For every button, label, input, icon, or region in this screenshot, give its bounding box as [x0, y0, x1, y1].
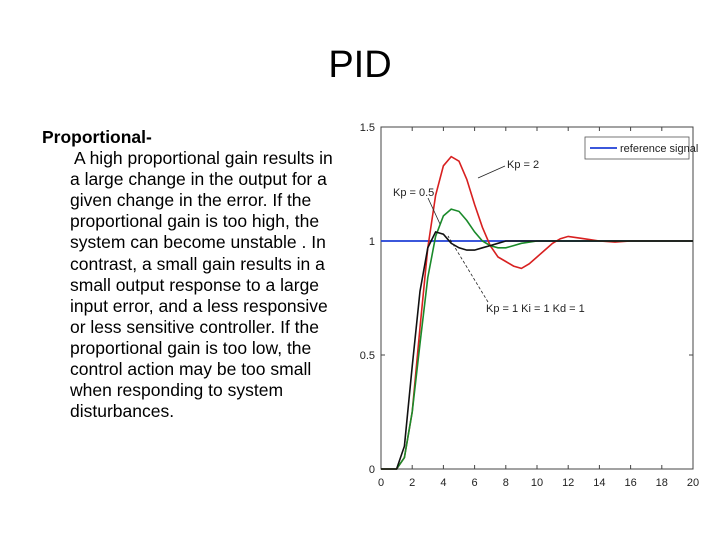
x-tick-label: 20	[687, 477, 699, 489]
annotation-kp05: Kp = 0.5	[393, 187, 434, 199]
x-tick-label: 14	[593, 477, 605, 489]
pid-response-line	[381, 230, 693, 470]
slide-title: PID	[328, 44, 392, 86]
x-tick-label: 10	[531, 477, 543, 489]
annotation-kp2-leader	[477, 165, 506, 179]
y-tick-label: 1.5	[360, 122, 375, 134]
kp2-response-line	[381, 155, 693, 470]
x-tick-label: 4	[440, 477, 446, 489]
x-tick-label: 18	[656, 477, 668, 489]
x-tick-label: 6	[472, 477, 478, 489]
x-tick-label: 16	[624, 477, 636, 489]
annotation-kp2: Kp = 2	[507, 159, 539, 171]
legend-label: reference signal	[620, 143, 698, 155]
annotation-kp05-leader	[427, 197, 441, 225]
text-block: Proportional- A high proportional gain r…	[42, 127, 342, 422]
x-tick-label: 0	[378, 477, 384, 489]
x-tick-label: 8	[503, 477, 509, 489]
x-tick-label: 12	[562, 477, 574, 489]
annotation-pid: Kp = 1 Ki = 1 Kd = 1	[486, 303, 585, 315]
y-tick-label: 0	[369, 464, 375, 476]
section-heading: Proportional-	[42, 127, 152, 147]
y-tick-label: 0.5	[360, 350, 375, 362]
annotation-pid-leader	[447, 235, 489, 303]
section-paragraph: A high proportional gain results in a la…	[70, 148, 333, 422]
x-tick-label: 2	[409, 477, 415, 489]
y-tick-label: 1	[369, 236, 375, 248]
plot-frame	[380, 126, 694, 470]
legend-box	[584, 136, 690, 160]
